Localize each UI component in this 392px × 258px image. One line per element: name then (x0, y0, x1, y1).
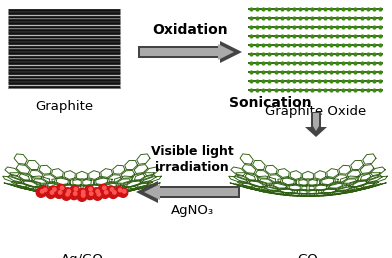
Polygon shape (138, 41, 242, 63)
Circle shape (93, 191, 102, 200)
Circle shape (49, 186, 58, 195)
Circle shape (62, 191, 71, 200)
Text: Graphite: Graphite (35, 100, 93, 113)
Polygon shape (140, 44, 234, 60)
Circle shape (85, 190, 95, 200)
Circle shape (63, 188, 73, 197)
Circle shape (69, 190, 79, 200)
Circle shape (118, 188, 122, 192)
Circle shape (114, 187, 124, 196)
Circle shape (77, 192, 87, 201)
Circle shape (77, 191, 87, 201)
Circle shape (89, 192, 93, 195)
Circle shape (40, 190, 44, 193)
Text: Sonication: Sonication (229, 96, 312, 110)
Circle shape (97, 193, 100, 196)
Circle shape (46, 189, 56, 198)
Circle shape (82, 190, 85, 194)
Circle shape (89, 187, 92, 191)
Text: AgNO₃: AgNO₃ (171, 204, 214, 217)
Circle shape (118, 188, 128, 197)
Circle shape (66, 193, 69, 196)
Circle shape (50, 191, 54, 194)
Circle shape (109, 189, 118, 198)
Circle shape (53, 188, 56, 191)
Circle shape (77, 188, 87, 198)
Circle shape (36, 188, 46, 197)
Circle shape (92, 188, 101, 197)
Circle shape (82, 193, 85, 197)
Text: Ag/GO: Ag/GO (60, 253, 103, 258)
Polygon shape (305, 112, 327, 137)
Circle shape (123, 190, 126, 193)
Circle shape (98, 184, 108, 194)
Circle shape (105, 191, 108, 194)
Circle shape (85, 186, 94, 195)
Text: Visible light
irradiation: Visible light irradiation (151, 145, 233, 174)
Polygon shape (144, 184, 238, 200)
Circle shape (96, 190, 99, 193)
Circle shape (82, 194, 85, 197)
Circle shape (106, 186, 116, 195)
Circle shape (58, 191, 62, 194)
Text: Oxidation: Oxidation (152, 23, 228, 37)
Circle shape (73, 192, 77, 195)
Text: Graphite Oxide: Graphite Oxide (265, 105, 366, 118)
Polygon shape (136, 181, 240, 203)
Circle shape (70, 186, 80, 195)
Circle shape (60, 186, 64, 190)
Polygon shape (313, 113, 319, 131)
Circle shape (39, 186, 49, 196)
Circle shape (54, 189, 64, 198)
Circle shape (67, 190, 71, 193)
Circle shape (110, 188, 114, 191)
Circle shape (56, 184, 65, 194)
Text: GO: GO (298, 253, 318, 258)
Circle shape (100, 189, 110, 198)
Circle shape (74, 187, 78, 191)
Circle shape (113, 191, 116, 194)
Circle shape (103, 186, 106, 190)
Circle shape (44, 188, 47, 191)
